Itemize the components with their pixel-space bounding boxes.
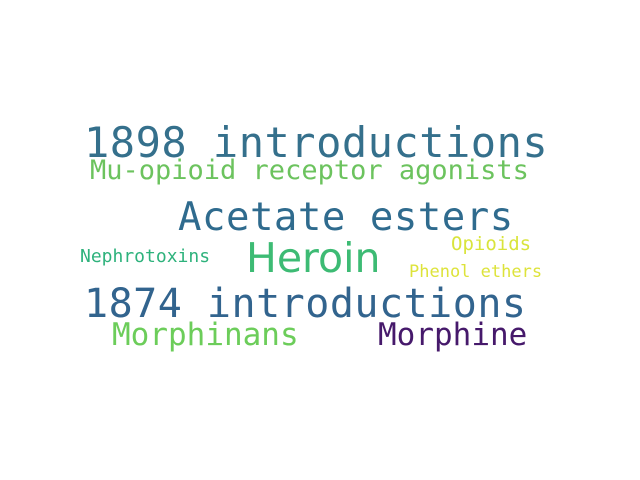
word-morphinans: Morphinans — [112, 317, 299, 353]
word-acetate-esters: Acetate esters — [178, 195, 514, 240]
word-nephrotoxins: Nephrotoxins — [80, 246, 211, 267]
word-heroin: Heroin — [246, 234, 381, 282]
word-phenol-ethers: Phenol ethers — [409, 262, 543, 282]
word-1898-introductions: 1898 introductions — [84, 118, 549, 167]
word-mu-opioid-receptor-agonists: Mu-opioid receptor agonists — [90, 155, 529, 186]
word-opioids: Opioids — [451, 233, 532, 255]
word-1874-introductions: 1874 introductions — [84, 281, 527, 327]
word-morphine: Morphine — [378, 317, 528, 353]
